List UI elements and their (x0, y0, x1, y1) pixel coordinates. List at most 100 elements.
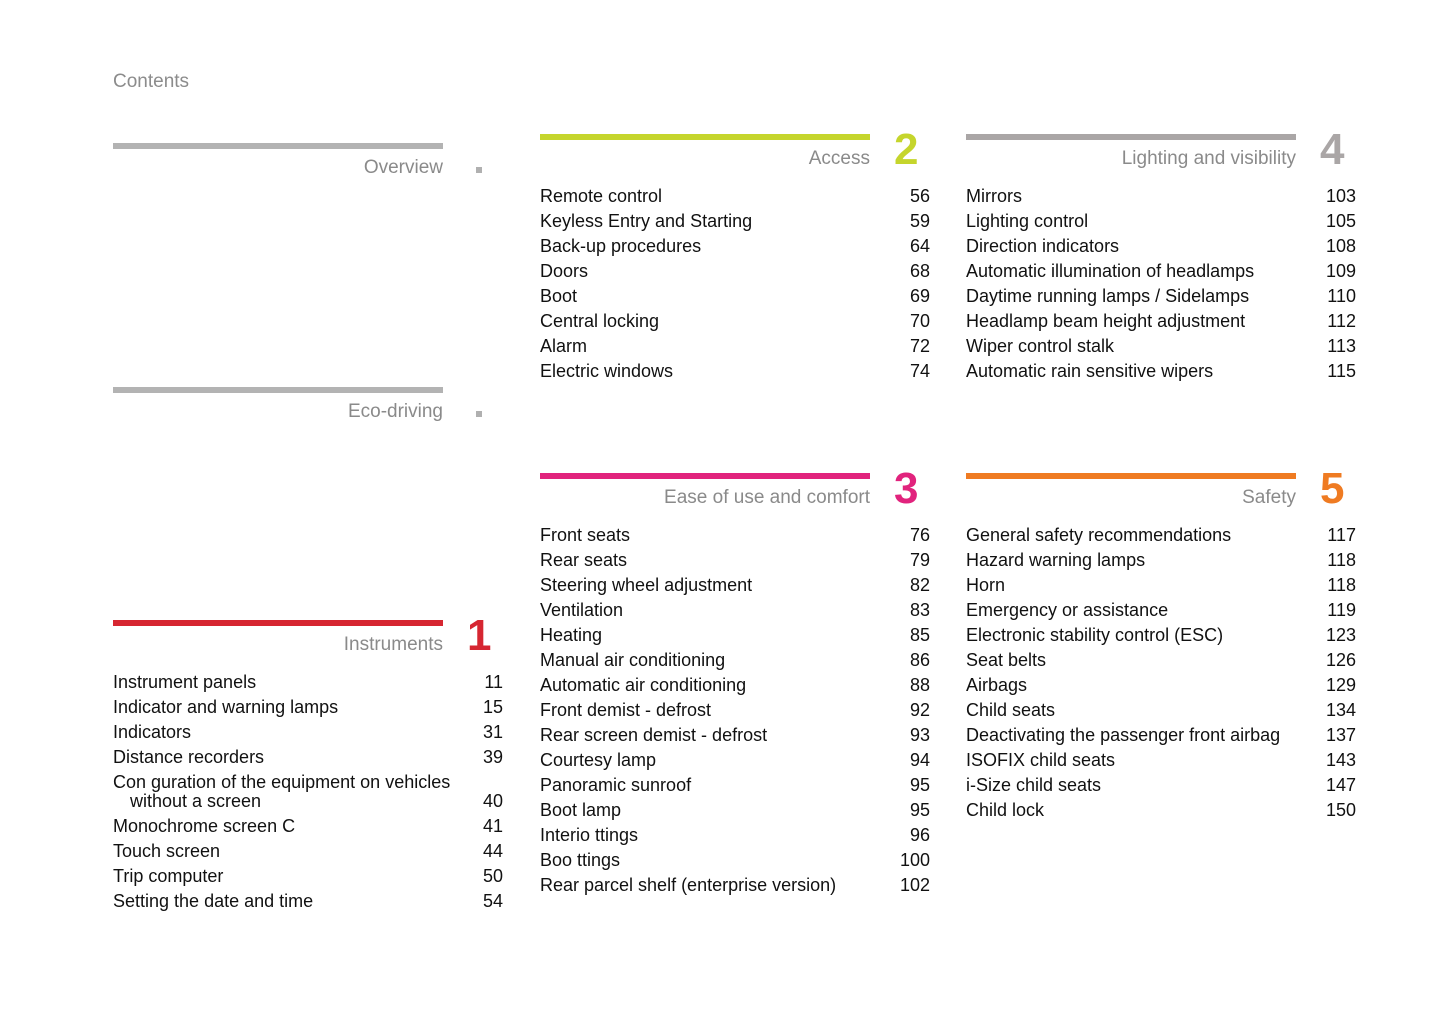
item-page-number: 70 (909, 311, 930, 331)
list-item[interactable]: Keyless Entry and Starting 59 (540, 209, 930, 234)
item-label: Indicators (113, 722, 192, 742)
section-title[interactable]: Lighting and visibility (1121, 148, 1296, 169)
list-item[interactable]: Monochrome screen C 41 (113, 814, 503, 839)
list-item[interactable]: Front demist - defrost 92 (540, 698, 930, 723)
item-label: Interio ttings (540, 825, 639, 845)
item-page-number: 103 (1325, 186, 1356, 206)
list-item[interactable]: Touch screen 44 (113, 839, 503, 864)
list-item[interactable]: Automatic air conditioning 88 (540, 673, 930, 698)
list-item[interactable]: Rear seats 79 (540, 548, 930, 573)
list-item[interactable]: Daytime running lamps / Sidelamps 110 (966, 284, 1356, 309)
list-item[interactable]: Ventilation 83 (540, 598, 930, 623)
list-item[interactable]: Boot lamp 95 (540, 798, 930, 823)
list-item[interactable]: Setting the date and time 54 (113, 889, 503, 914)
list-item[interactable]: Manual air conditioning 86 (540, 648, 930, 673)
list-item[interactable]: Seat belts 126 (966, 648, 1356, 673)
list-item[interactable]: Trip computer 50 (113, 864, 503, 889)
item-label: Indicator and warning lamps (113, 697, 339, 717)
item-page-number: 94 (909, 750, 930, 770)
list-item[interactable]: Automatic rain sensitive wipers 115 (966, 359, 1356, 384)
section-number: 2 (894, 125, 919, 174)
list-item[interactable]: Interio ttings 96 (540, 823, 930, 848)
section-title[interactable]: Instruments (343, 634, 443, 655)
list-item[interactable]: Steering wheel adjustment 82 (540, 573, 930, 598)
section-title[interactable]: Access (808, 148, 870, 169)
item-label: Horn (966, 575, 1006, 595)
item-label: Boot lamp (540, 800, 622, 820)
list-item[interactable]: Distance recorders 39 (113, 745, 503, 770)
item-page-number: 69 (909, 286, 930, 306)
list-item[interactable]: Hazard warning lamps 118 (966, 548, 1356, 573)
item-page-number: 147 (1325, 775, 1356, 795)
list-item[interactable]: Rear parcel shelf (enterprise version) 10… (540, 873, 930, 898)
section-title[interactable]: Ease of use and comfort (664, 487, 870, 508)
list-item[interactable]: ISOFIX child seats 143 (966, 748, 1356, 773)
list-item[interactable]: General safety recommendations 117 (966, 523, 1356, 548)
list-item[interactable]: Con guration of the equipment on vehicle… (113, 770, 503, 814)
item-page-number: 119 (1327, 600, 1356, 620)
section-item-list: Remote control 56 Keyless Entry and Starti… (540, 184, 930, 384)
list-item[interactable]: Child seats 134 (966, 698, 1356, 723)
list-item[interactable]: Electric windows 74 (540, 359, 930, 384)
list-item[interactable]: Indicators 31 (113, 720, 503, 745)
item-label: Rear parcel shelf (enterprise version) (540, 875, 837, 895)
item-label: Front seats (540, 525, 631, 545)
section-title[interactable]: Overview (363, 157, 443, 178)
section-marker-square (476, 167, 482, 173)
list-item[interactable]: Front seats 76 (540, 523, 930, 548)
list-item[interactable]: Remote control 56 (540, 184, 930, 209)
section-number: 1 (467, 611, 492, 660)
item-label: Distance recorders (113, 747, 265, 767)
section-title[interactable]: Eco-driving (347, 401, 443, 422)
section-title[interactable]: Safety (1242, 487, 1296, 508)
list-item[interactable]: Lighting control 105 (966, 209, 1356, 234)
item-page-number: 76 (909, 525, 930, 545)
item-label: Setting the date and time (113, 891, 314, 911)
item-page-number: 64 (909, 236, 930, 256)
list-item[interactable]: Child lock 150 (966, 798, 1356, 823)
list-item[interactable]: Doors 68 (540, 259, 930, 284)
section-number: 5 (1320, 464, 1345, 513)
list-item[interactable]: Indicator and warning lamps 15 (113, 695, 503, 720)
list-item[interactable]: Headlamp beam height adjustment 112 (966, 309, 1356, 334)
list-item[interactable]: Horn 118 (966, 573, 1356, 598)
item-page-number: 85 (909, 625, 930, 645)
list-item[interactable]: Boo ttings 100 (540, 848, 930, 873)
item-page-number: 110 (1327, 286, 1356, 306)
list-item[interactable]: Deactivating the passenger front airbag 1… (966, 723, 1356, 748)
list-item[interactable]: Electronic stability control (ESC) 123 (966, 623, 1356, 648)
list-item[interactable]: i-Size child seats 147 (966, 773, 1356, 798)
item-label: General safety recommendations (966, 525, 1232, 545)
item-label: ISOFIX child seats (966, 750, 1116, 770)
item-page-number: 56 (909, 186, 930, 206)
item-page-number: 118 (1327, 550, 1356, 570)
item-label: Keyless Entry and Starting (540, 211, 753, 231)
list-item[interactable]: Back-up procedures 64 (540, 234, 930, 259)
section-color-bar (966, 473, 1296, 479)
item-page-number: 143 (1325, 750, 1356, 770)
list-item[interactable]: Boot 69 (540, 284, 930, 309)
list-item[interactable]: Central locking 70 (540, 309, 930, 334)
item-label: Ventilation (540, 600, 624, 620)
list-item[interactable]: Rear screen demist - defrost 93 (540, 723, 930, 748)
item-label: Touch screen (113, 841, 221, 861)
item-page-number: 117 (1327, 525, 1356, 545)
list-item[interactable]: Panoramic sunroof 95 (540, 773, 930, 798)
item-label: Back-up procedures (540, 236, 702, 256)
item-label: Direction indicators (966, 236, 1120, 256)
list-item[interactable]: Courtesy lamp 94 (540, 748, 930, 773)
list-item[interactable]: Heating 85 (540, 623, 930, 648)
item-page-number: 82 (909, 575, 930, 595)
list-item[interactable]: Instrument panels 11 (113, 670, 503, 695)
item-label: Electronic stability control (ESC) (966, 625, 1224, 645)
section-number: 4 (1320, 125, 1345, 174)
list-item[interactable]: Airbags 129 (966, 673, 1356, 698)
list-item[interactable]: Wiper control stalk 113 (966, 334, 1356, 359)
list-item[interactable]: Automatic illumination of headlamps 109 (966, 259, 1356, 284)
item-label: Doors (540, 261, 589, 281)
list-item[interactable]: Mirrors 103 (966, 184, 1356, 209)
item-label: Trip computer (113, 866, 224, 886)
list-item[interactable]: Alarm 72 (540, 334, 930, 359)
list-item[interactable]: Emergency or assistance 119 (966, 598, 1356, 623)
list-item[interactable]: Direction indicators 108 (966, 234, 1356, 259)
